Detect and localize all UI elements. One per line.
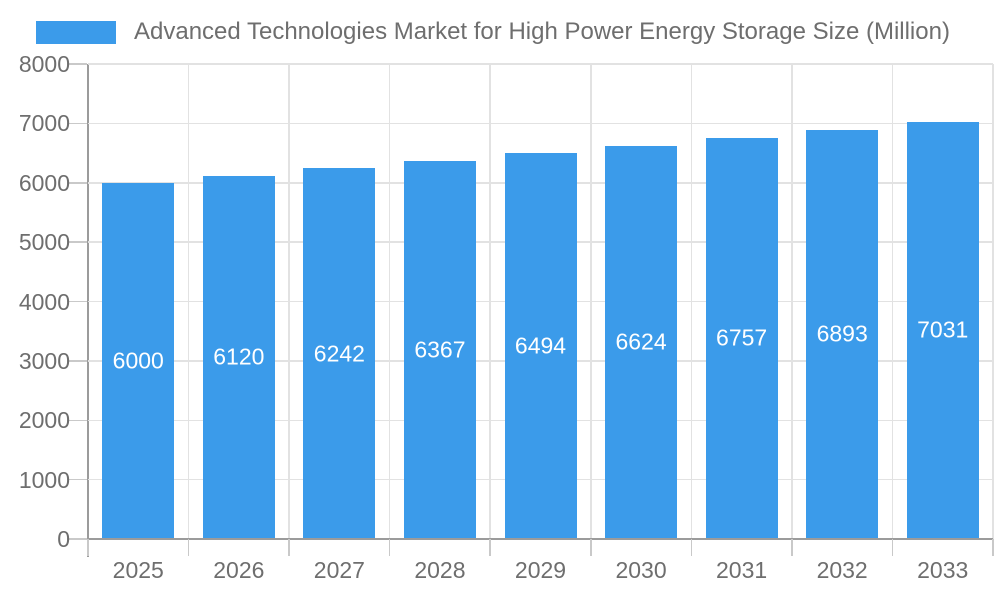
y-tick-label: 5000	[18, 229, 70, 256]
x-tick-label: 2032	[816, 557, 868, 583]
y-axis-line	[86, 64, 89, 557]
x-tick	[489, 539, 491, 556]
y-tick	[67, 419, 87, 421]
x-tick-label: 2029	[514, 557, 567, 583]
x-tick	[690, 539, 693, 556]
y-tick	[67, 360, 87, 362]
y-tick-label: 8000	[18, 51, 70, 77]
bar-2032[interactable]	[806, 129, 879, 538]
v-gridline	[590, 64, 592, 539]
v-gridline	[992, 64, 994, 539]
x-tick-label: 2025	[112, 557, 164, 583]
bar-2030[interactable]	[605, 145, 678, 538]
x-tick	[590, 539, 592, 556]
bar-2029[interactable]	[504, 153, 577, 538]
x-tick	[288, 539, 290, 556]
v-gridline	[690, 64, 693, 539]
x-tick	[791, 539, 793, 556]
y-tick-label: 3000	[18, 347, 70, 374]
y-tick-label: 7000	[18, 110, 70, 137]
x-tick	[992, 539, 994, 556]
y-tick	[67, 300, 87, 303]
y-tick	[67, 122, 87, 125]
v-gridline	[791, 64, 793, 539]
y-tick-label: 2000	[18, 407, 70, 434]
x-tick-label: 2030	[615, 557, 667, 583]
x-tick-label: 2031	[716, 557, 768, 583]
v-gridline	[388, 64, 391, 539]
bar-2025[interactable]	[102, 182, 175, 538]
bar-2031[interactable]	[705, 137, 778, 538]
v-gridline	[187, 64, 190, 539]
x-tick	[891, 539, 894, 556]
h-gridline	[88, 122, 993, 125]
y-tick	[67, 63, 87, 65]
y-tick	[67, 182, 87, 184]
x-tick	[388, 539, 391, 556]
x-axis-line	[88, 537, 993, 540]
v-gridline	[288, 64, 290, 539]
y-tick	[67, 538, 87, 540]
y-tick-label: 1000	[18, 466, 70, 493]
legend-item[interactable]: Advanced Technologies Market for High Po…	[36, 18, 950, 46]
h-gridline	[88, 63, 993, 65]
v-gridline	[489, 64, 491, 539]
bar-2026[interactable]	[202, 175, 275, 538]
bar-2028[interactable]	[403, 160, 476, 538]
y-tick-label: 4000	[18, 288, 70, 315]
x-tick-label: 2026	[213, 557, 265, 583]
y-tick	[67, 478, 87, 481]
y-tick	[67, 241, 87, 243]
legend-swatch-icon	[36, 20, 116, 44]
chart-title: Advanced Technologies Market for High Po…	[134, 18, 950, 45]
x-tick	[187, 539, 190, 556]
x-tick-label: 2027	[313, 557, 365, 583]
x-tick-label: 2033	[917, 557, 969, 583]
x-tick-label: 2028	[414, 557, 466, 583]
y-tick-label: 6000	[18, 169, 70, 196]
bar-2027[interactable]	[303, 168, 376, 538]
plot-area: 6000 6120 6242 6367 6494 6624 6757 6893 7031	[88, 63, 994, 539]
v-gridline	[891, 64, 894, 539]
bar-2033[interactable]	[906, 121, 979, 538]
x-tick	[87, 539, 89, 556]
y-tick-label: 0	[57, 526, 70, 552]
